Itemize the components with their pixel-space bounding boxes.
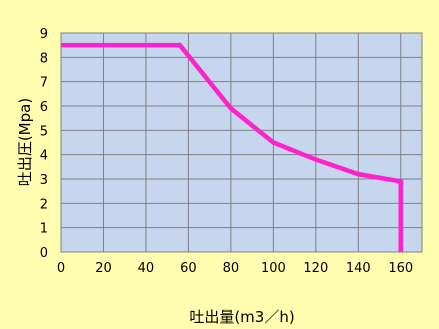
x-tick-label: 80 [223, 261, 240, 276]
y-tick-label: 3 [40, 173, 48, 188]
x-tick-label: 40 [138, 261, 155, 276]
y-tick-label: 8 [40, 51, 48, 66]
x-tick-label: 160 [388, 261, 413, 276]
plot-border [60, 32, 423, 253]
grid [60, 32, 422, 253]
x-tick-label: 0 [57, 261, 65, 276]
x-tick-label: 100 [261, 261, 286, 276]
x-tick-label: 120 [303, 261, 328, 276]
y-tick-label: 7 [40, 76, 48, 91]
y-tick-label: 6 [40, 100, 48, 115]
x-axis-label: 吐出量(m3／h) [189, 308, 294, 326]
y-tick-label: 5 [40, 124, 48, 139]
series-layer [61, 42, 404, 252]
y-tick-label: 1 [40, 222, 48, 237]
tick-labels: 0 20 40 60 80 100 120 140 160 0 1 2 3 4 5 6 7 8 9 [40, 27, 413, 276]
series-line [61, 42, 404, 252]
x-tick-label: 60 [180, 261, 197, 276]
plot-area [61, 33, 422, 252]
y-tick-label: 0 [40, 246, 48, 261]
y-tick-label: 2 [40, 197, 48, 212]
x-tick-label: 140 [346, 261, 371, 276]
y-tick-label: 9 [40, 27, 48, 42]
x-tick-label: 20 [95, 261, 112, 276]
y-axis-label: 吐出圧(Mpa) [16, 98, 34, 186]
y-tick-label: 4 [40, 149, 48, 164]
